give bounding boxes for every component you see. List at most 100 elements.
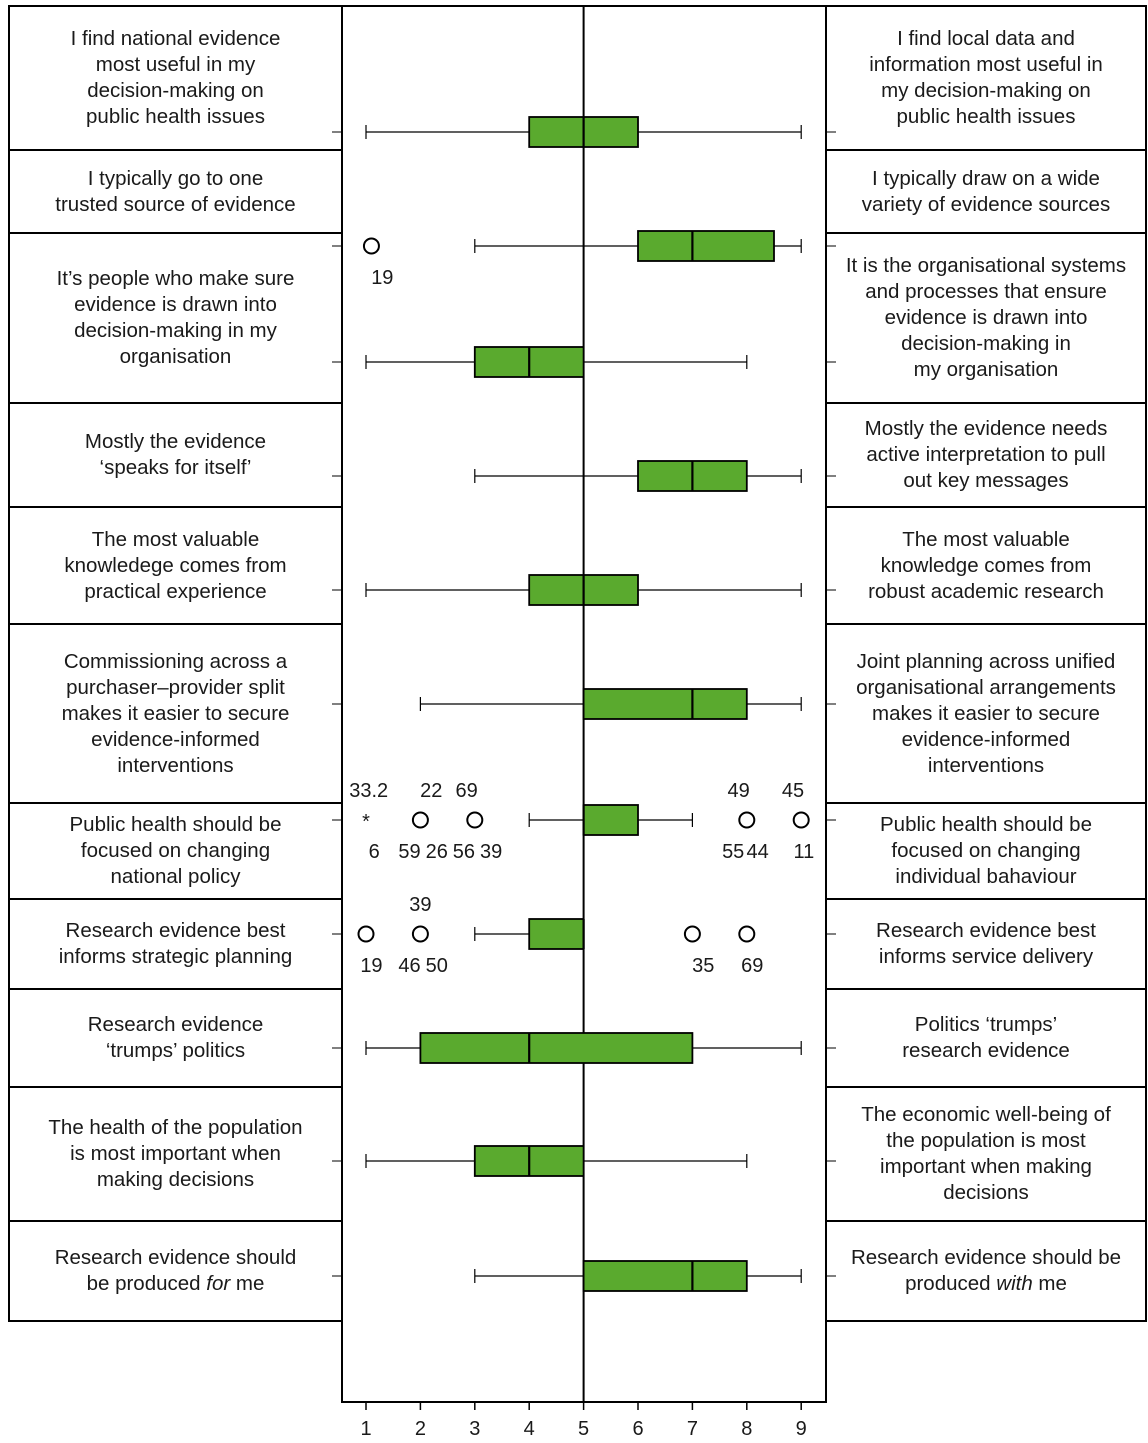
statement-right: I find local data and information most us… [826,6,1146,150]
statement-left: I find national evidence most useful in m… [9,6,342,150]
statement-line: Commissioning across a [63,649,288,673]
statement-line: knowledge comes from [880,553,1092,577]
statement-line: interventions [117,753,234,777]
x-tick-label: 7 [687,1418,698,1438]
statement-line: Mostly the evidence needs [864,417,1108,440]
statement-line: be produced for me [86,1272,265,1295]
statement-left: The health of the population is most impo… [9,1087,342,1221]
outlier-label: 59 [398,841,420,863]
statement-right: Research evidence best informs service de… [826,899,1146,989]
statement-line: trusted source of evidence [55,192,296,216]
statement-line: Research evidence should be [850,1246,1122,1269]
outlier-label: 56 [453,841,475,863]
statement-line: practical experience [84,579,267,603]
statement-line: is most important when [70,1142,281,1165]
box-iqr [637,230,775,262]
statement-line: knowledege comes from [64,553,287,577]
statement-right: It is the organisational systems and proc… [826,233,1146,403]
statement-line: robust academic research [868,579,1104,603]
statement-line: Research evidence best [876,919,1096,942]
statement-left: It’s people who make sure evidence is dra… [9,233,342,403]
statement-left: Research evidence best informs strategic … [9,899,342,989]
x-tick-label: 2 [415,1418,426,1438]
statement-line: organisational arrangements [856,675,1116,699]
statement-line: national policy [110,865,241,888]
statement-line: Joint planning across unified [856,649,1116,673]
outlier-label: 50 [426,955,448,977]
statement-line: informs service delivery [878,945,1094,968]
statement-line: ‘speaks for itself’ [99,456,252,479]
statement-line: I typically go to one [87,166,264,190]
statement-right: Research evidence should be produced with… [826,1221,1146,1321]
statement-line: and processes that ensure [865,280,1107,303]
x-tick-label: 9 [796,1418,807,1438]
statement-right: The economic well-being of the population… [826,1087,1146,1221]
statement-left: The most valuable knowledege comes from pr… [9,507,342,624]
outlier-circle [357,925,375,943]
statement-line: Politics ‘trumps’ [914,1013,1058,1036]
statement-line: makes it easier to secure [61,701,290,725]
box-iqr [582,804,639,836]
statement-right: Politics ‘trumps’ research evidence [826,989,1146,1087]
x-tick-label: 4 [524,1418,535,1438]
x-tick-label: 1 [360,1418,371,1438]
statement-line: produced with me [905,1272,1067,1295]
right-statement-column [825,5,1147,1322]
statement-left: Commissioning across a purchaser–provider… [9,624,342,803]
statement-line: out key messages [903,469,1069,492]
statement-line: makes it easier to secure [872,701,1100,725]
outlier-label: 39 [409,894,431,916]
statement-line: Research evidence best [65,919,286,942]
outlier-label: 22 [420,780,442,802]
statement-line: The economic well-being of [861,1103,1111,1126]
outlier-circle [466,811,484,829]
statement-right: Mostly the evidence needs active interpre… [826,403,1146,507]
statement-line: research evidence [902,1039,1070,1062]
statement-line: focused on changing [891,839,1081,862]
statement-line: The most valuable [902,527,1070,551]
outlier-circle [738,811,756,829]
statement-line: individual bahaviour [895,865,1077,888]
outlier-circle [738,925,756,943]
statement-right: Public health should be focused on changi… [826,803,1146,899]
statement-line: active interpretation to pull [866,443,1106,466]
outlier-circle [683,925,701,943]
statement-line: evidence-informed [901,727,1071,751]
x-tick-label: 8 [741,1418,752,1438]
statement-line: public health issues [896,105,1076,128]
outlier-label: 19 [360,955,382,977]
left-statement-column [8,5,343,1322]
statement-line: decision-making in [901,332,1071,355]
x-tick-label: 5 [578,1418,589,1438]
outlier-label: 33.2 [349,780,388,802]
outlier-label: 19 [371,267,393,289]
statement-left: Research evidence ‘trumps’ politics [9,989,342,1087]
statement-line: evidence is drawn into [884,306,1088,329]
outlier-label: 45 [782,780,804,802]
outlier-label: 11 [794,841,815,863]
statement-line: Mostly the evidence [84,430,267,453]
statement-right: The most valuable knowledge comes from rob… [826,507,1146,624]
statement-line: the population is most [886,1129,1086,1152]
statement-line: decision-making in my [74,319,277,342]
x-tick-label: 3 [469,1418,480,1438]
x-tick-label: 6 [632,1418,643,1438]
outlier-label: 69 [456,780,478,802]
outlier-label: 26 [426,841,448,863]
statement-line: evidence-informed [91,727,260,751]
statement-line: The most valuable [91,527,260,551]
outlier-label: 39 [480,841,502,863]
box-iqr [528,918,585,950]
statement-line: organisation [119,345,232,368]
statement-left: Mostly the evidence ‘speaks for itself’ [9,403,342,507]
outlier-label: 6 [369,841,380,863]
statement-left: Public health should be focused on changi… [9,803,342,899]
outlier-circle [411,811,429,829]
outlier-circle [411,925,429,943]
statement-line: Research evidence should [54,1246,297,1269]
box-iqr [582,1260,748,1292]
statement-line: Research evidence [87,1013,264,1036]
statement-line: It’s people who make sure [56,267,295,290]
